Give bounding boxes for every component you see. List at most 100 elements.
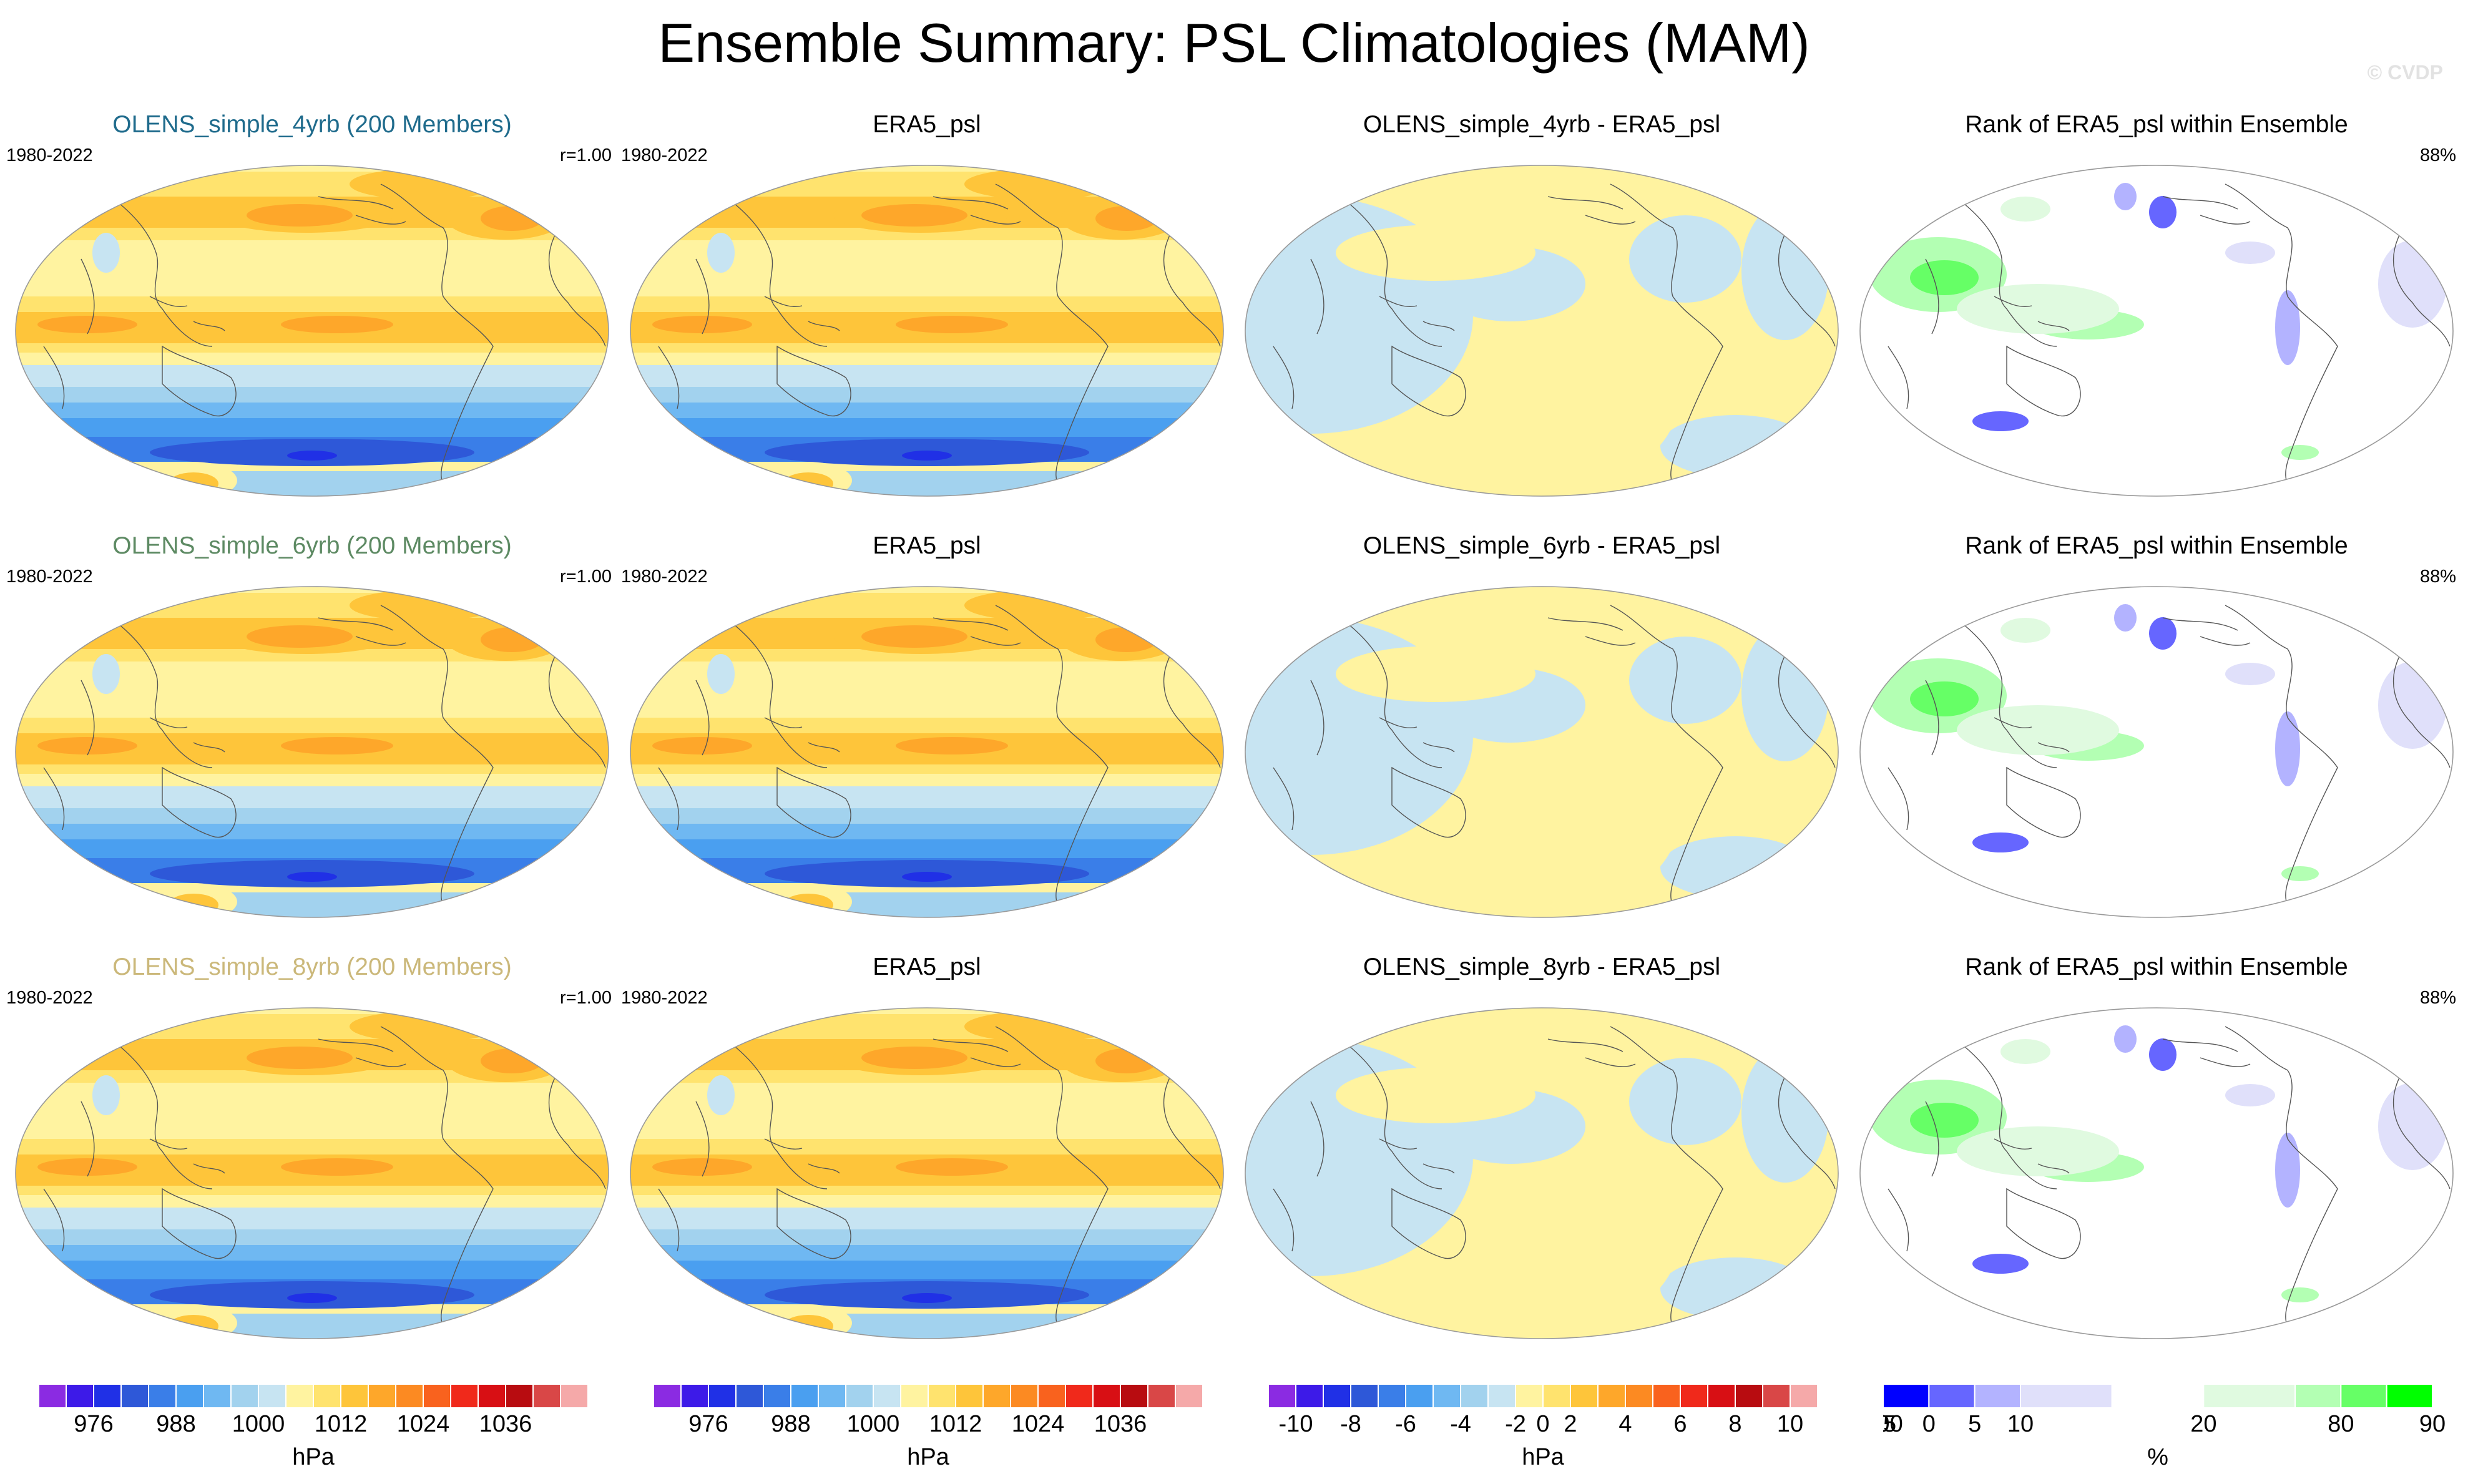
low-core xyxy=(287,1293,337,1303)
colorbar-swatch xyxy=(1120,1384,1148,1408)
period-label: 1980-2022 xyxy=(621,988,708,1008)
blue-andes xyxy=(2275,1133,2300,1208)
colorbar-swatch xyxy=(1707,1384,1736,1408)
ring-1 xyxy=(630,365,1223,387)
map-obs xyxy=(630,165,1224,497)
colorbar-scale: -10 -8 -6 -4 -2 0 2 4 6 8 10 xyxy=(1268,1384,1818,1437)
colorbar-swatch xyxy=(1323,1384,1351,1408)
antarctic-high-core xyxy=(783,894,833,916)
blue-north-pacific-core xyxy=(2149,1038,2177,1071)
map-border xyxy=(15,1007,609,1339)
coastlines xyxy=(43,605,606,906)
colorbar-swatch xyxy=(1268,1384,1296,1408)
high-south-pacific xyxy=(281,737,393,754)
low-core xyxy=(287,872,337,882)
colorbar-swatch xyxy=(66,1384,94,1408)
colorbar-swatch xyxy=(423,1384,451,1408)
high-south-pacific xyxy=(896,316,1008,333)
colorbar-tick-label: 976 xyxy=(688,1411,728,1437)
colorbar-swatch xyxy=(258,1384,286,1408)
high-pacific-core xyxy=(247,625,353,648)
period-label: 1980-2022 xyxy=(6,145,93,165)
neg-east xyxy=(1629,215,1741,303)
high-arctic xyxy=(964,590,1114,621)
colorbar-tick-label: 8 xyxy=(1728,1411,1741,1437)
green-north xyxy=(2000,618,2050,643)
antarctic-high-core xyxy=(783,1315,833,1337)
map-rank xyxy=(1859,165,2454,497)
diff-panel-row1: OLENS_simple_4yrb - ERA5_psl xyxy=(1236,109,1848,509)
coastlines xyxy=(1888,183,2451,484)
green-indian-core xyxy=(1910,681,1979,716)
coastlines xyxy=(658,183,1221,484)
period-label: 1980-2022 xyxy=(621,567,708,587)
neg-south xyxy=(1660,1257,1810,1320)
green-maritime-halo xyxy=(1957,705,2119,755)
high-atlantic-core xyxy=(1095,1048,1158,1073)
ring-3 xyxy=(16,1245,609,1261)
colorbar-swatch xyxy=(120,1384,149,1408)
green-north xyxy=(2000,1039,2050,1064)
ring-1 xyxy=(630,1208,1223,1229)
panel-title: OLENS_simple_8yrb (200 Members) xyxy=(112,954,512,980)
blue-north-pacific xyxy=(2114,604,2137,632)
colorbar-tick-label: 1000 xyxy=(847,1411,900,1437)
colorbar-swatch xyxy=(1092,1384,1121,1408)
high-atlantic-core xyxy=(1095,627,1158,652)
panel-title: OLENS_simple_4yrb - ERA5_psl xyxy=(1363,111,1721,138)
colorbar-tick-label: 1024 xyxy=(1012,1411,1065,1437)
rank-percent: 88% xyxy=(2419,145,2456,165)
high-pacific-core xyxy=(861,625,967,648)
coastlines xyxy=(1888,605,2451,906)
colorbar-swatch xyxy=(900,1384,929,1408)
colorbar-swatch xyxy=(1570,1384,1599,1408)
map-border xyxy=(1245,1007,1839,1339)
colorbar-swatch xyxy=(1625,1384,1653,1408)
colorbar-swatch xyxy=(1147,1384,1176,1408)
colorbar-swatch xyxy=(532,1384,561,1408)
colorbar-3: -10 -8 -6 -4 -2 0 2 4 6 8 10 hPa xyxy=(1268,1384,1880,1478)
colorbar-swatch xyxy=(982,1384,1011,1408)
high-south-indian xyxy=(37,737,137,754)
coastlines xyxy=(1273,605,1836,906)
green-maritime-halo xyxy=(1957,284,2119,334)
low-tibet xyxy=(92,1075,120,1115)
pattern-correlation: r=1.00 xyxy=(559,567,612,587)
ring-4 xyxy=(630,1261,1223,1279)
colorbar-swatch xyxy=(148,1384,177,1408)
blue-east xyxy=(2225,1084,2275,1106)
ring-4 xyxy=(16,418,609,437)
colorbar-swatch xyxy=(1735,1384,1763,1408)
colorbar-tick-label: 20 xyxy=(2190,1411,2216,1437)
map-border xyxy=(630,165,1224,497)
colorbar-swatch xyxy=(175,1384,204,1408)
panel-title: ERA5_psl xyxy=(873,111,981,138)
high-pacific-core xyxy=(247,1047,353,1069)
colorbar-tick-label: -4 xyxy=(1450,1411,1471,1437)
colorbar-tick-label: 90 xyxy=(2419,1411,2445,1437)
colorbar-swatch xyxy=(313,1384,341,1408)
high-atlantic-core xyxy=(481,206,543,231)
green-indian-core xyxy=(1910,260,1979,295)
antarctic-high-core xyxy=(783,472,833,495)
map-border xyxy=(1859,1007,2454,1339)
antarctic-high-core xyxy=(169,894,218,916)
colorbar-swatch xyxy=(2203,1384,2296,1408)
map-border xyxy=(15,165,609,497)
colorbar-tick-label: 0 xyxy=(1922,1411,1936,1437)
coastlines xyxy=(658,605,1221,906)
ring-polar xyxy=(16,471,609,496)
green-indian-core xyxy=(1910,1103,1979,1138)
colorbar-swatch xyxy=(1405,1384,1434,1408)
low-tibet xyxy=(92,233,120,273)
colorbar-tick-label: -8 xyxy=(1340,1411,1361,1437)
neg-south xyxy=(1660,836,1810,899)
panel-title: OLENS_simple_6yrb (200 Members) xyxy=(112,532,512,559)
coastlines xyxy=(658,1026,1221,1327)
high-south-indian xyxy=(652,1158,752,1176)
colorbar-swatch xyxy=(1597,1384,1626,1408)
colorbar-tick-label: 976 xyxy=(74,1411,113,1437)
high-south-indian xyxy=(652,737,752,754)
blue-east xyxy=(2225,663,2275,685)
period-label: 1980-2022 xyxy=(6,988,93,1008)
